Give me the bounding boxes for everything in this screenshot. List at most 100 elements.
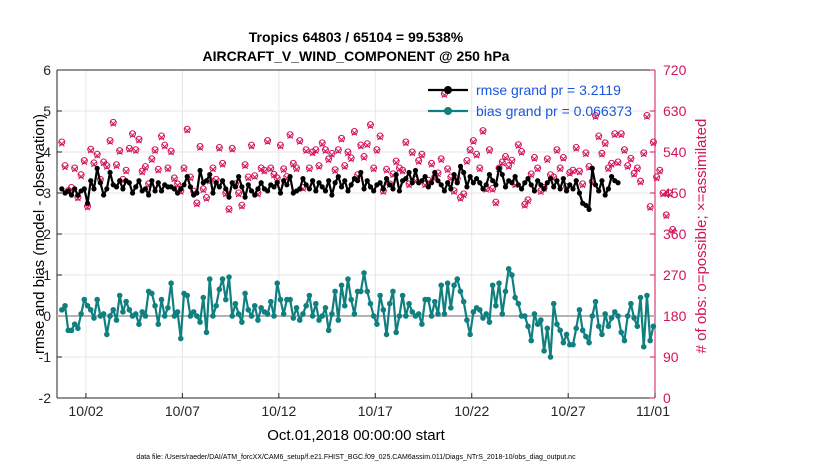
rmse-point xyxy=(461,169,467,176)
obs-possible-marker xyxy=(489,184,497,192)
obs-assimilated-marker xyxy=(235,191,242,198)
bias-point xyxy=(226,274,232,280)
rmse-point xyxy=(547,176,554,182)
bias-point xyxy=(280,311,287,317)
obs-assimilated-marker xyxy=(261,168,268,175)
rmse-point xyxy=(203,178,210,184)
rmse-point xyxy=(72,186,78,192)
bias-point xyxy=(71,321,78,328)
rmse-point xyxy=(65,188,71,194)
obs-possible-marker xyxy=(199,185,207,193)
bias-point xyxy=(358,288,364,295)
obs-possible-marker xyxy=(376,132,384,140)
rmse-point xyxy=(380,186,386,192)
obs-possible-marker xyxy=(264,137,272,145)
bias-point xyxy=(624,313,631,319)
rmse-point xyxy=(287,174,293,180)
bias-point xyxy=(541,348,547,354)
obs-assimilated-marker xyxy=(373,148,380,155)
obs-possible-marker xyxy=(595,132,603,140)
obs-assimilated-marker xyxy=(267,166,274,173)
obs-possible-marker xyxy=(341,162,349,170)
obs-possible-marker xyxy=(305,164,313,172)
rmse-point xyxy=(181,182,187,188)
obs-assimilated-marker xyxy=(193,201,200,208)
obs-assimilated-marker xyxy=(553,148,560,155)
bias-point xyxy=(277,296,284,303)
obs-assimilated-marker xyxy=(615,160,621,167)
bias-point xyxy=(470,309,477,315)
rmse-point xyxy=(554,178,560,184)
obs-possible-marker xyxy=(280,165,288,173)
rmse-point xyxy=(84,200,91,206)
obs-possible-marker xyxy=(241,161,249,169)
rmse-point xyxy=(608,174,615,180)
bias-point xyxy=(113,317,120,323)
rmse-point xyxy=(538,182,544,188)
bias-point xyxy=(309,313,316,319)
obs-possible-marker xyxy=(164,164,172,172)
obs-assimilated-marker xyxy=(544,157,551,164)
obs-possible-marker xyxy=(653,173,661,181)
obs-possible-marker xyxy=(630,169,638,177)
bias-point xyxy=(120,309,126,315)
rmse-point xyxy=(615,180,621,186)
obs-assimilated-marker xyxy=(377,134,384,141)
rmse-point xyxy=(300,176,306,182)
bias-point xyxy=(293,305,300,311)
bias-point xyxy=(165,305,171,311)
bias-point xyxy=(335,317,342,323)
obs-assimilated-marker xyxy=(81,159,88,165)
obs-assimilated-marker xyxy=(110,120,117,127)
rmse-point xyxy=(226,194,232,200)
bias-point xyxy=(377,292,383,299)
rmse-point xyxy=(129,190,136,196)
bias-point xyxy=(232,300,239,307)
obs-assimilated-marker xyxy=(158,134,165,141)
obs-possible-marker xyxy=(334,146,342,154)
obs-possible-marker xyxy=(80,157,88,165)
obs-possible-marker xyxy=(662,211,670,219)
obs-assimilated-marker xyxy=(197,144,204,151)
bias-point xyxy=(203,329,210,336)
bias-point xyxy=(486,319,493,325)
rmse-point xyxy=(396,188,403,194)
obs-assimilated-marker xyxy=(502,154,509,161)
bias-point xyxy=(325,327,332,334)
rmse-point xyxy=(271,184,277,190)
obs-possible-marker xyxy=(112,161,120,169)
obs-possible-marker xyxy=(167,147,175,155)
rmse-point xyxy=(155,180,161,186)
obs-assimilated-marker xyxy=(415,159,422,165)
bias-point xyxy=(480,315,486,321)
obs-possible-marker xyxy=(228,144,236,152)
rmse-point xyxy=(583,202,589,208)
rmse-point xyxy=(120,186,126,192)
rmse-point xyxy=(207,171,213,178)
bias-point xyxy=(599,331,605,338)
obs-possible-marker xyxy=(620,146,628,154)
bias-point xyxy=(602,311,608,317)
bias-point xyxy=(647,337,653,344)
rmse-point xyxy=(490,178,496,184)
bias-point xyxy=(338,282,345,289)
bias-point xyxy=(512,294,518,301)
obs-possible-marker xyxy=(479,127,487,135)
obs-possible-marker xyxy=(183,125,191,133)
obs-possible-marker xyxy=(61,162,69,170)
rmse-point xyxy=(326,178,332,184)
legend-label: rmse grand pr = 3.2119 xyxy=(476,82,621,98)
obs-possible-marker xyxy=(270,170,278,178)
bias-point xyxy=(628,300,634,307)
obs-possible-marker xyxy=(100,158,108,166)
obs-possible-marker xyxy=(77,171,85,179)
obs-possible-marker xyxy=(505,162,513,170)
bias-point xyxy=(222,296,229,303)
obs-possible-marker xyxy=(633,164,641,172)
rmse-point xyxy=(274,180,280,186)
bias-point xyxy=(361,270,367,276)
rmse-point xyxy=(355,178,361,184)
obs-assimilated-marker xyxy=(161,143,168,150)
rmse-point xyxy=(367,184,374,190)
obs-possible-marker xyxy=(138,167,146,175)
